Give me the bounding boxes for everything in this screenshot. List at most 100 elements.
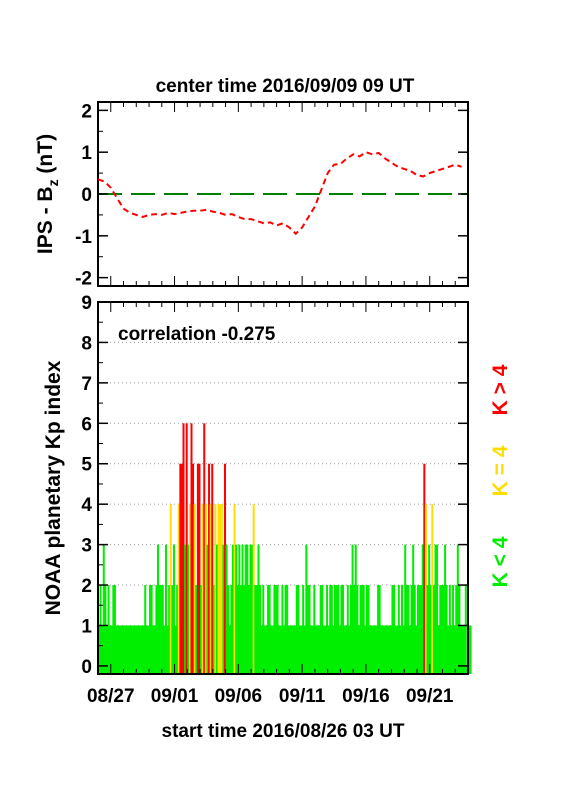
kp-bar: [380, 625, 383, 674]
kp-bar: [101, 625, 104, 674]
kp-bar: [107, 585, 110, 674]
kp-bar: [121, 625, 124, 674]
kp-bar: [161, 585, 164, 674]
kp-bar: [405, 585, 408, 674]
kp-bar: [420, 585, 423, 674]
kp-frame: [97, 301, 469, 675]
kp-bar: [281, 585, 284, 674]
kp-ytick-label: 0: [81, 657, 92, 678]
kp-bar: [118, 625, 121, 674]
kp-bar: [182, 423, 185, 674]
kp-bar: [416, 585, 419, 674]
kp-bar: [313, 585, 316, 674]
kp-bar: [442, 585, 445, 674]
kp-bar: [367, 585, 370, 674]
kp-bar: [311, 625, 314, 674]
ips-bz-ytick-label: -1: [75, 227, 92, 248]
kp-bar: [342, 585, 344, 674]
kp-bar: [123, 625, 126, 674]
kp-bar: [404, 544, 407, 674]
kp-xtick-label: 09/01: [151, 686, 199, 707]
kp-bar: [185, 423, 188, 674]
kp-bar: [424, 504, 427, 674]
kp-bar: [348, 625, 351, 674]
kp-bar: [397, 585, 400, 674]
kp-bar: [217, 504, 220, 674]
kp-bar: [351, 544, 354, 674]
kp-bar: [243, 585, 246, 674]
kp-bar: [129, 625, 132, 674]
kp-bar: [303, 625, 306, 674]
kp-bar: [214, 504, 217, 674]
kp-bar: [370, 625, 373, 674]
ips-bz-ytick-label: 2: [81, 101, 92, 122]
kp-bar: [324, 625, 327, 674]
kp-bar: [413, 585, 416, 674]
kp-ytick-label: 2: [81, 576, 92, 597]
kp-bar: [271, 625, 274, 674]
kp-bar: [319, 585, 322, 674]
kp-bar: [239, 585, 242, 674]
kp-xtick-label: 08/27: [87, 686, 135, 707]
kp-bar: [383, 625, 386, 674]
kp-xtick-label: 09/21: [406, 686, 454, 707]
kp-bar: [176, 585, 179, 674]
kp-bar: [164, 544, 167, 674]
kp-bar: [270, 625, 273, 674]
kp-bar: [172, 544, 175, 674]
kp-bar: [268, 585, 271, 674]
ips-bz-ylabel-main: IPS - B: [34, 186, 57, 254]
kp-bar: [163, 625, 166, 674]
kp-bar: [418, 585, 421, 674]
kp-bar: [227, 585, 230, 674]
kp-bar: [235, 544, 238, 674]
kp-bar: [120, 625, 123, 674]
kp-bar: [104, 585, 107, 674]
kp-bar: [334, 585, 337, 674]
kp-bar: [385, 625, 388, 674]
kp-ytick-label: 5: [81, 455, 92, 476]
kp-bar: [436, 544, 439, 674]
kp-bar: [394, 625, 397, 674]
kp-bar: [99, 585, 102, 674]
kp-bar: [337, 585, 340, 674]
kp-bar: [174, 625, 177, 674]
kp-bar: [445, 585, 448, 674]
kp-bar: [283, 625, 285, 674]
kp-bar: [188, 504, 191, 674]
kp-bar: [292, 625, 295, 674]
kp-bar: [452, 585, 455, 674]
kp-bar: [464, 585, 467, 674]
kp-bar: [219, 504, 222, 674]
kp-bar: [410, 585, 413, 674]
kp-bar: [316, 625, 319, 674]
kp-bar: [225, 544, 228, 674]
kp-bar: [286, 585, 289, 674]
kp-bar: [195, 585, 198, 674]
kp-bar: [318, 625, 321, 674]
kp-bar: [231, 544, 234, 674]
kp-bar: [155, 585, 158, 674]
kp-bar: [426, 585, 429, 674]
kp-bar: [396, 625, 399, 674]
kp-bar: [421, 544, 424, 674]
kp-bar: [115, 625, 118, 674]
kp-bar: [434, 544, 437, 674]
kp-bar: [314, 625, 317, 674]
kp-ytick-label: 7: [81, 374, 92, 395]
kp-bar: [372, 625, 375, 674]
kp-bar: [365, 585, 368, 674]
kp-bar: [377, 585, 380, 674]
kp-bar: [401, 585, 404, 674]
kp-bar: [364, 625, 367, 674]
kp-bar: [168, 585, 171, 674]
kp-bar: [102, 544, 105, 674]
ips-bz-ylabel-sub: z: [45, 179, 61, 186]
kp-bar: [192, 463, 195, 674]
ips-bz-ylabel-unit: (nT): [34, 134, 57, 179]
kp-bar: [440, 585, 443, 674]
kp-ytick-label: 6: [81, 414, 92, 435]
kp-bar: [139, 625, 142, 674]
kp-bar: [257, 544, 260, 674]
